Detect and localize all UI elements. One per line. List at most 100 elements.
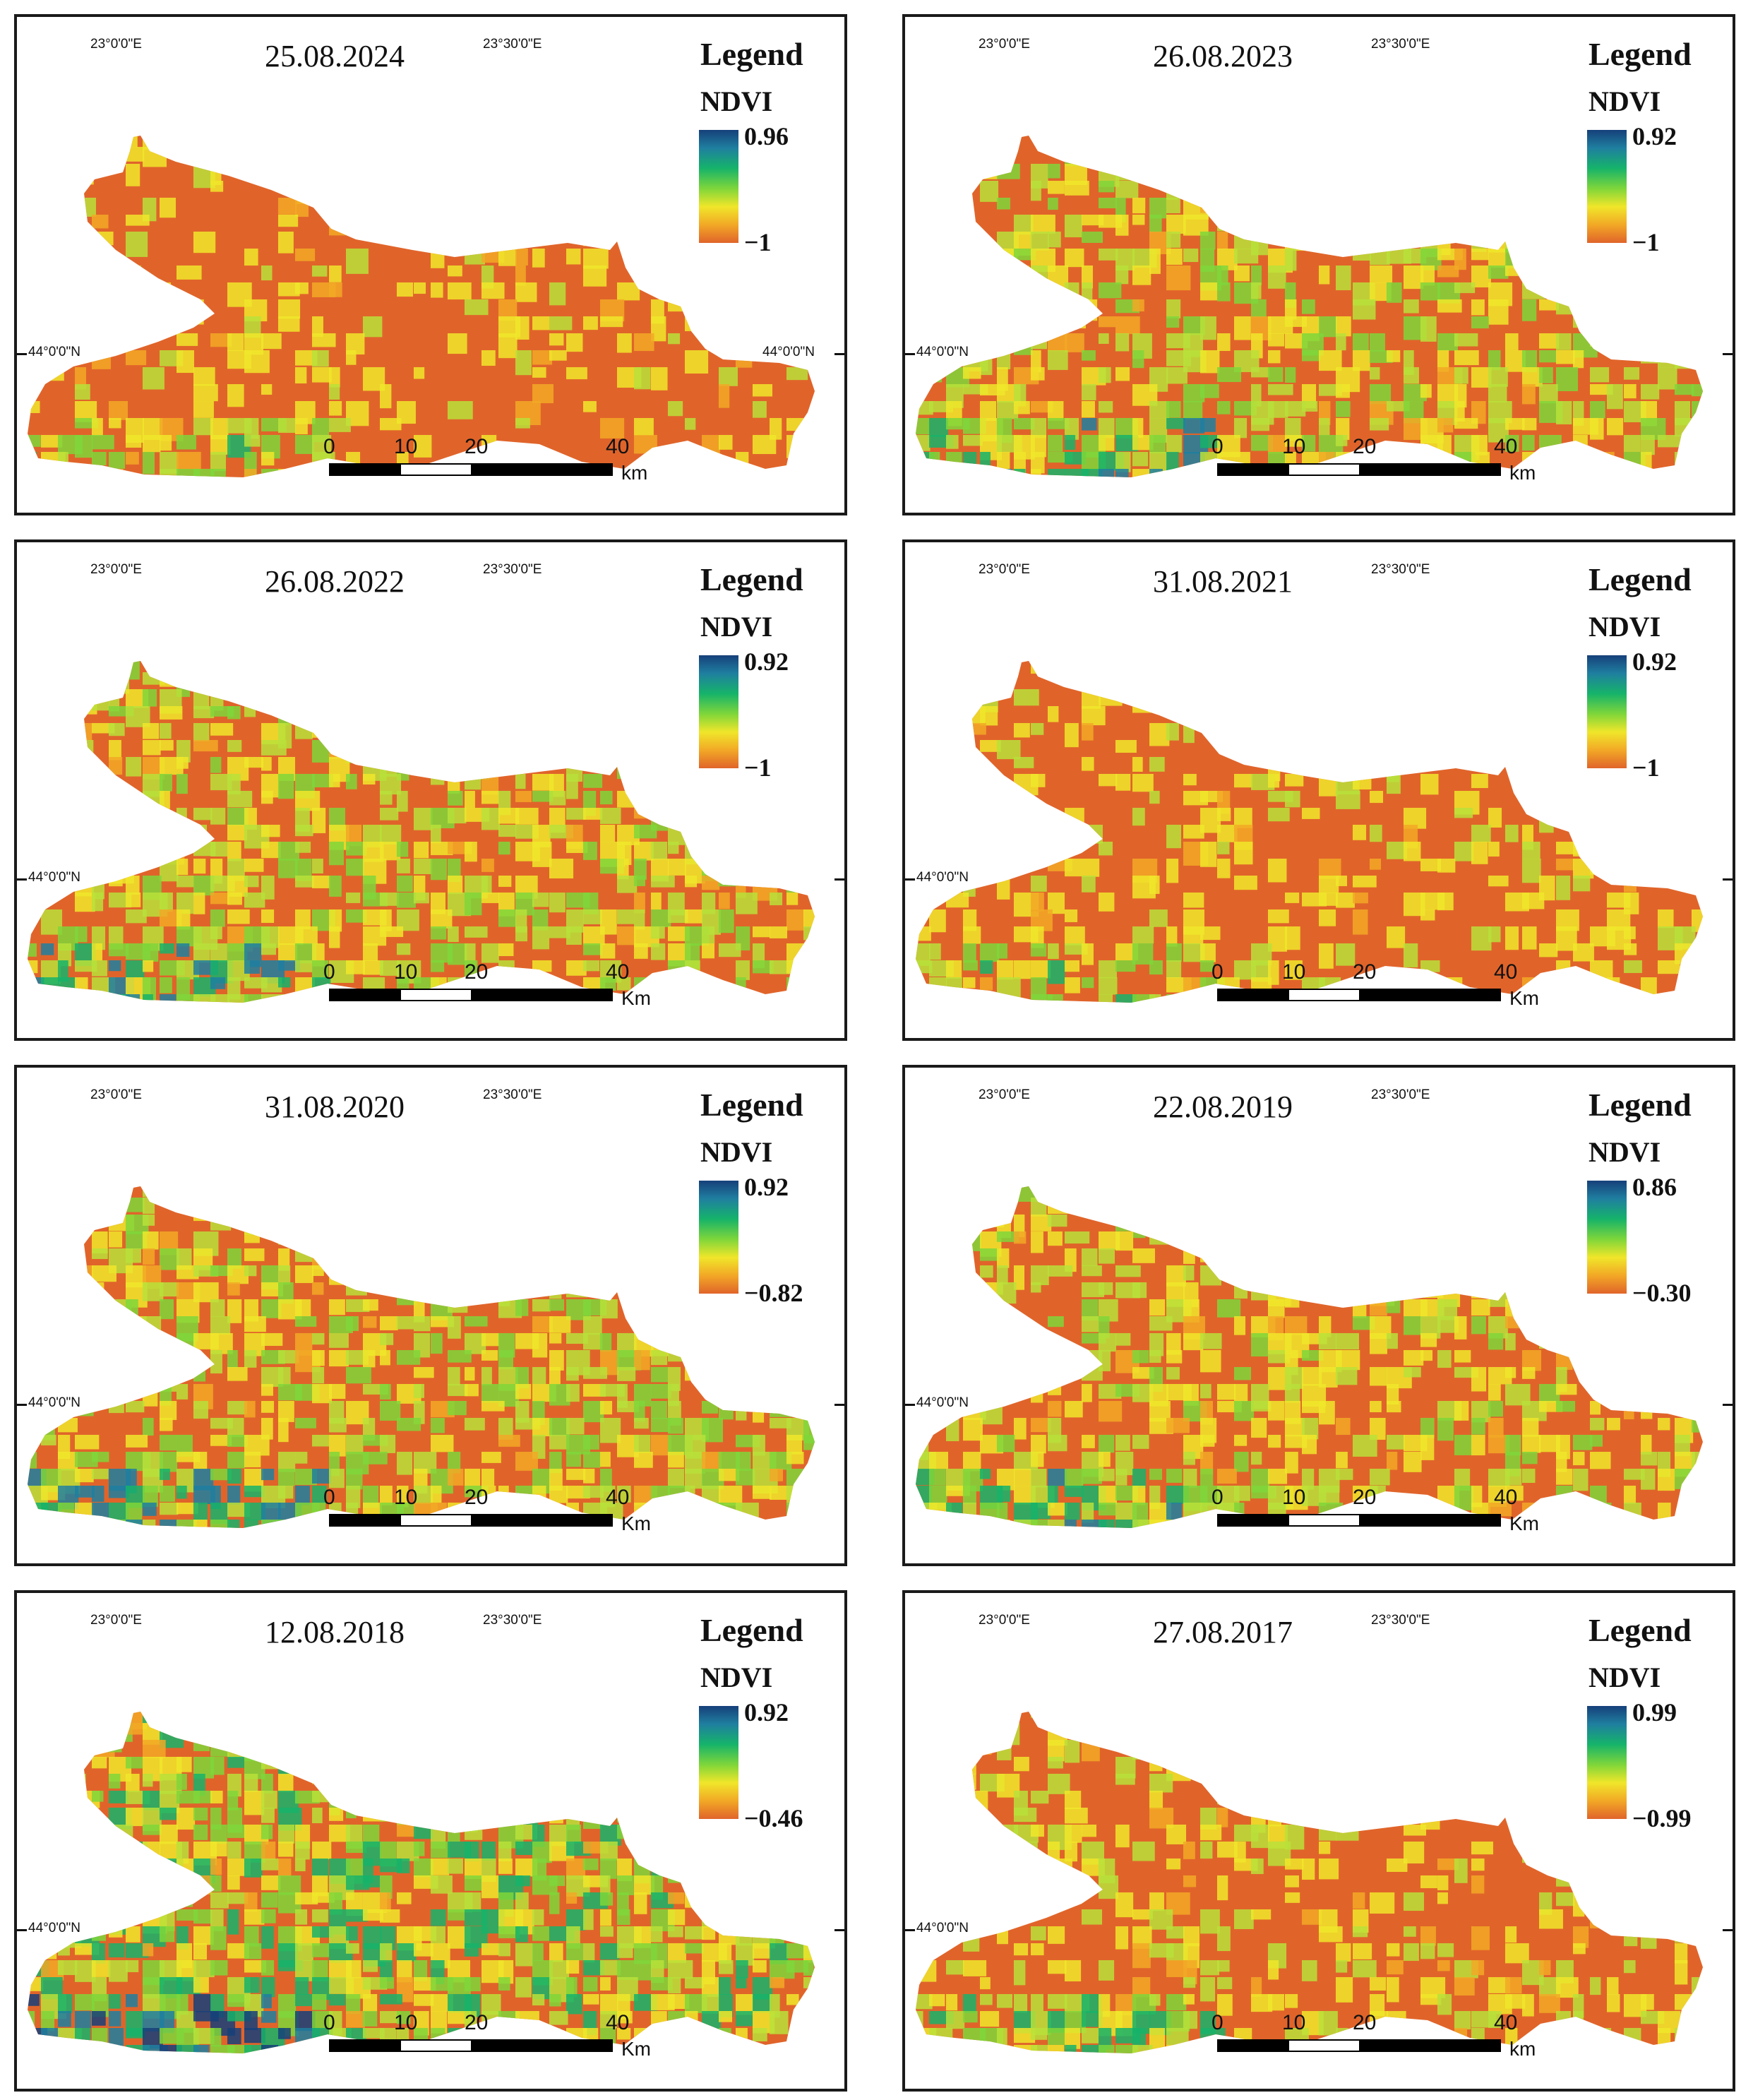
- graticule-tick: [905, 878, 915, 881]
- longitude-label: 23°30'0"E: [483, 1613, 542, 1628]
- scale-bar: [1217, 989, 1501, 1001]
- latitude-label: 44°0'0"N: [762, 345, 815, 359]
- latitude-label: 44°0'0"N: [916, 1395, 969, 1410]
- scale-bar-segment: [1288, 990, 1359, 1000]
- scale-bar-segment: [1359, 2041, 1500, 2051]
- ndvi-color-ramp: [1587, 130, 1627, 243]
- ndvi-label: NDVI: [1589, 85, 1661, 117]
- map-date-title: 25.08.2024: [265, 39, 405, 73]
- longitude-label: 23°0'0"E: [90, 37, 142, 52]
- graticule-tick: [905, 1404, 915, 1406]
- scale-bar-label: 10: [394, 2011, 418, 2034]
- map-panel: 27.08.2017 23°0'0"E 23°30'0"E 44°0'0"N Legen…: [902, 1590, 1735, 2092]
- legend-title: Legend: [700, 1612, 803, 1648]
- scale-bar-label: 0: [323, 960, 335, 984]
- ndvi-raster-map: [916, 1186, 1703, 1528]
- scale-bar-unit: Km: [621, 1513, 651, 1534]
- scale-bar-segment: [400, 2041, 471, 2051]
- scale-bar: [329, 1514, 613, 1527]
- legend-title: Legend: [1589, 1612, 1692, 1648]
- ndvi-max-value: 0.92: [1632, 648, 1677, 676]
- scale-bar-segment: [330, 1515, 401, 1525]
- scale-bar-label: 0: [323, 1486, 335, 1509]
- ndvi-max-value: 0.86: [1632, 1173, 1677, 1201]
- longitude-label: 23°0'0"E: [90, 1087, 142, 1102]
- scale-bar-label: 0: [1211, 960, 1223, 984]
- scale-bar-segment: [471, 1515, 611, 1525]
- ndvi-raster-map: [28, 136, 815, 477]
- scale-bar-label: 10: [1282, 2011, 1306, 2034]
- ndvi-label: NDVI: [1589, 611, 1661, 643]
- map-date-title: 31.08.2020: [265, 1090, 405, 1124]
- scale-bar-label: 40: [606, 2011, 630, 2034]
- legend-title: Legend: [700, 1087, 803, 1123]
- scale-bar: [1217, 1514, 1501, 1527]
- scale-bar-label: 0: [1211, 1486, 1223, 1509]
- graticule-tick: [17, 353, 27, 355]
- scale-bar-label: 40: [606, 960, 630, 984]
- scale-bar-unit: Km: [1509, 1513, 1539, 1534]
- scale-bar-label: 10: [394, 1486, 418, 1509]
- ndvi-label: NDVI: [1589, 1661, 1661, 1693]
- scale-bar-label: 20: [465, 1486, 489, 1509]
- graticule-tick: [1723, 878, 1733, 881]
- scale-bar-label: 0: [1211, 435, 1223, 458]
- scale-bar-segment: [1219, 990, 1289, 1000]
- ndvi-color-ramp: [699, 1706, 738, 1819]
- scale-bar-segment: [471, 2041, 611, 2051]
- scale-bar: [1217, 2039, 1501, 2052]
- scale-bar-segment: [1359, 990, 1500, 1000]
- scale-bar-segment: [1219, 2041, 1289, 2051]
- scale-bar-segment: [1288, 465, 1359, 475]
- map-date-title: 22.08.2019: [1153, 1090, 1293, 1124]
- legend-title: Legend: [700, 36, 803, 72]
- map-date-title: 26.08.2022: [265, 564, 405, 599]
- ndvi-max-value: 0.92: [1632, 122, 1677, 150]
- longitude-label: 23°30'0"E: [483, 1087, 542, 1102]
- latitude-label: 44°0'0"N: [916, 345, 969, 359]
- scale-bar-segment: [1288, 1515, 1359, 1525]
- ndvi-max-value: 0.96: [744, 122, 789, 150]
- graticule-tick: [1723, 1404, 1733, 1406]
- scale-bar-label: 0: [323, 435, 335, 458]
- scale-bar-label: 40: [1494, 1486, 1518, 1509]
- scale-bar-segment: [330, 990, 401, 1000]
- ndvi-color-ramp: [699, 1181, 738, 1294]
- legend-title: Legend: [700, 561, 803, 597]
- map-panel: 26.08.2023 23°0'0"E 23°30'0"E 44°0'0"N Legen…: [902, 14, 1735, 515]
- longitude-label: 23°30'0"E: [1371, 1087, 1430, 1102]
- ndvi-label: NDVI: [700, 85, 773, 117]
- ndvi-raster-map: [28, 1712, 815, 2053]
- latitude-label: 44°0'0"N: [916, 1921, 969, 1935]
- scale-bar-label: 20: [465, 435, 489, 458]
- ndvi-max-value: 0.92: [744, 648, 789, 676]
- scale-bar-label: 20: [465, 960, 489, 984]
- scale-bar-label: 40: [606, 1486, 630, 1509]
- map-panel: 26.08.2022 23°0'0"E 23°30'0"E 44°0'0"N Legen…: [14, 539, 847, 1041]
- scale-bar-unit: km: [1509, 462, 1536, 484]
- ndvi-min-value: −0.30: [1632, 1279, 1692, 1307]
- scale-bar-segment: [400, 1515, 471, 1525]
- ndvi-min-value: −1: [1632, 753, 1660, 782]
- ndvi-color-ramp: [699, 130, 738, 243]
- scale-bar-segment: [1219, 465, 1289, 475]
- ndvi-raster-map: [916, 136, 1703, 477]
- scale-bar-label: 0: [323, 2011, 335, 2034]
- scale-bar-label: 10: [1282, 1486, 1306, 1509]
- ndvi-color-ramp: [1587, 655, 1627, 768]
- map-date-title: 31.08.2021: [1153, 564, 1293, 599]
- ndvi-color-ramp: [1587, 1706, 1627, 1819]
- scale-bar-unit: km: [621, 462, 648, 484]
- longitude-label: 23°0'0"E: [979, 37, 1030, 52]
- legend-title: Legend: [1589, 36, 1692, 72]
- longitude-label: 23°30'0"E: [483, 37, 542, 52]
- ndvi-label: NDVI: [700, 1661, 773, 1693]
- ndvi-min-value: −1: [1632, 228, 1660, 256]
- map-date-title: 26.08.2023: [1153, 39, 1293, 73]
- longitude-label: 23°30'0"E: [1371, 1613, 1430, 1628]
- ndvi-min-value: −0.82: [744, 1279, 803, 1307]
- graticule-tick: [905, 353, 915, 355]
- longitude-label: 23°0'0"E: [90, 1613, 142, 1628]
- scale-bar-label: 20: [465, 2011, 489, 2034]
- latitude-label: 44°0'0"N: [28, 1921, 80, 1935]
